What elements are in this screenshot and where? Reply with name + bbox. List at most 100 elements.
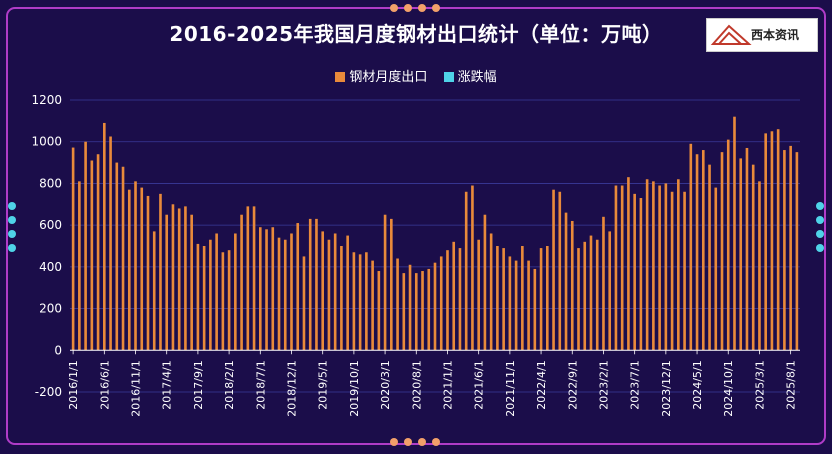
- bar: [508, 256, 512, 351]
- bar: [602, 216, 605, 351]
- x-tick-label: 2025/3/1: [753, 360, 766, 409]
- decoration-dot: [418, 4, 426, 12]
- decoration-dot: [816, 244, 824, 252]
- bar: [71, 147, 75, 351]
- bar: [545, 246, 549, 351]
- bar: [720, 152, 724, 351]
- bar: [789, 145, 792, 351]
- bar: [664, 183, 668, 351]
- bar: [333, 233, 337, 351]
- bar: [776, 129, 780, 351]
- bar: [458, 248, 462, 351]
- bar: [670, 191, 674, 351]
- bar: [383, 214, 387, 351]
- bar: [496, 246, 499, 351]
- bar: [277, 237, 281, 351]
- bottom-decoration-dots: [390, 438, 440, 446]
- bar: [739, 158, 743, 351]
- bar: [770, 131, 774, 351]
- bar: [396, 258, 399, 351]
- x-tick-label: 2023/7/1: [629, 360, 642, 409]
- logo-mark-icon: [710, 24, 752, 45]
- x-tick-label: 2016/11/1: [130, 360, 143, 416]
- y-tick-label: 200: [39, 302, 62, 316]
- bar: [321, 231, 325, 351]
- bar: [652, 181, 655, 351]
- right-decoration-dots: [816, 202, 824, 252]
- x-tick-label: 2016/1/1: [67, 360, 80, 409]
- bar: [352, 252, 356, 351]
- bar: [414, 273, 418, 351]
- y-tick-label: -200: [35, 385, 62, 399]
- bar: [365, 252, 368, 351]
- bar: [583, 241, 587, 351]
- bar: [433, 262, 437, 351]
- y-tick-label: 600: [39, 218, 62, 232]
- legend-label-change: 涨跌幅: [457, 70, 497, 85]
- x-tick-label: 2021/1/1: [441, 360, 454, 409]
- decoration-dot: [8, 230, 16, 238]
- legend-swatch-export: [335, 72, 346, 82]
- bar: [745, 147, 749, 351]
- bar: [577, 248, 580, 351]
- decoration-dot: [816, 216, 824, 224]
- bar: [271, 227, 275, 351]
- legend-item-export[interactable]: 钢材月度出口: [335, 70, 431, 85]
- y-tick-label: 1000: [31, 135, 62, 149]
- x-tick-label: 2023/12/1: [660, 360, 673, 416]
- bar: [402, 273, 406, 351]
- bar: [539, 248, 543, 351]
- bar: [446, 250, 449, 351]
- bar: [421, 271, 424, 351]
- bar: [127, 189, 131, 351]
- bar: [371, 260, 374, 351]
- bar: [103, 122, 106, 351]
- left-decoration-dots: [8, 202, 16, 252]
- legend-label-export: 钢材月度出口: [349, 70, 428, 85]
- logo: 西本资讯: [706, 18, 818, 52]
- x-tick-label: 2021/6/1: [473, 360, 486, 409]
- bar: [165, 214, 169, 351]
- bar: [471, 185, 474, 351]
- bar: [221, 252, 225, 351]
- bar: [78, 181, 81, 351]
- chart-title: 2016-2025年我国月度钢材出口统计（单位：万吨）: [169, 22, 663, 46]
- bar: [527, 260, 530, 351]
- bar: [627, 177, 630, 351]
- x-tick-label: 2018/7/1: [254, 360, 267, 409]
- decoration-dot: [8, 202, 16, 210]
- decoration-dot: [8, 244, 16, 252]
- bar: [689, 143, 693, 351]
- bar: [683, 191, 686, 351]
- bar: [751, 164, 755, 351]
- x-tick-label: 2017/4/1: [161, 360, 174, 409]
- bar: [346, 235, 349, 351]
- bar: [608, 231, 612, 351]
- bar: [109, 136, 112, 351]
- bar: [177, 208, 181, 351]
- bar: [552, 189, 555, 351]
- bar: [302, 256, 306, 351]
- decoration-dot: [816, 202, 824, 210]
- x-axis-ticks: 2016/1/1 2016/6/1 2016/11/1 2017/4/1 2017/9/…: [67, 350, 798, 417]
- bar: [390, 218, 393, 351]
- bar: [96, 154, 100, 351]
- outer-border: [6, 7, 826, 445]
- bar: [427, 268, 431, 351]
- y-tick-label: 400: [39, 260, 62, 274]
- bar: [308, 218, 312, 351]
- bar: [240, 214, 243, 351]
- legend-item-change[interactable]: 涨跌幅: [443, 70, 497, 85]
- decoration-dot: [432, 4, 440, 12]
- bar: [252, 206, 256, 351]
- bar: [502, 248, 505, 351]
- bar: [358, 254, 362, 351]
- x-tick-label: 2024/10/1: [722, 360, 735, 416]
- bar: [140, 187, 144, 351]
- x-tick-label: 2023/2/1: [597, 360, 610, 409]
- x-tick-label: 2018/12/1: [285, 360, 298, 416]
- bar: [701, 150, 705, 351]
- bar: [464, 191, 468, 351]
- bar: [159, 193, 162, 351]
- x-tick-label: 2022/4/1: [535, 360, 548, 409]
